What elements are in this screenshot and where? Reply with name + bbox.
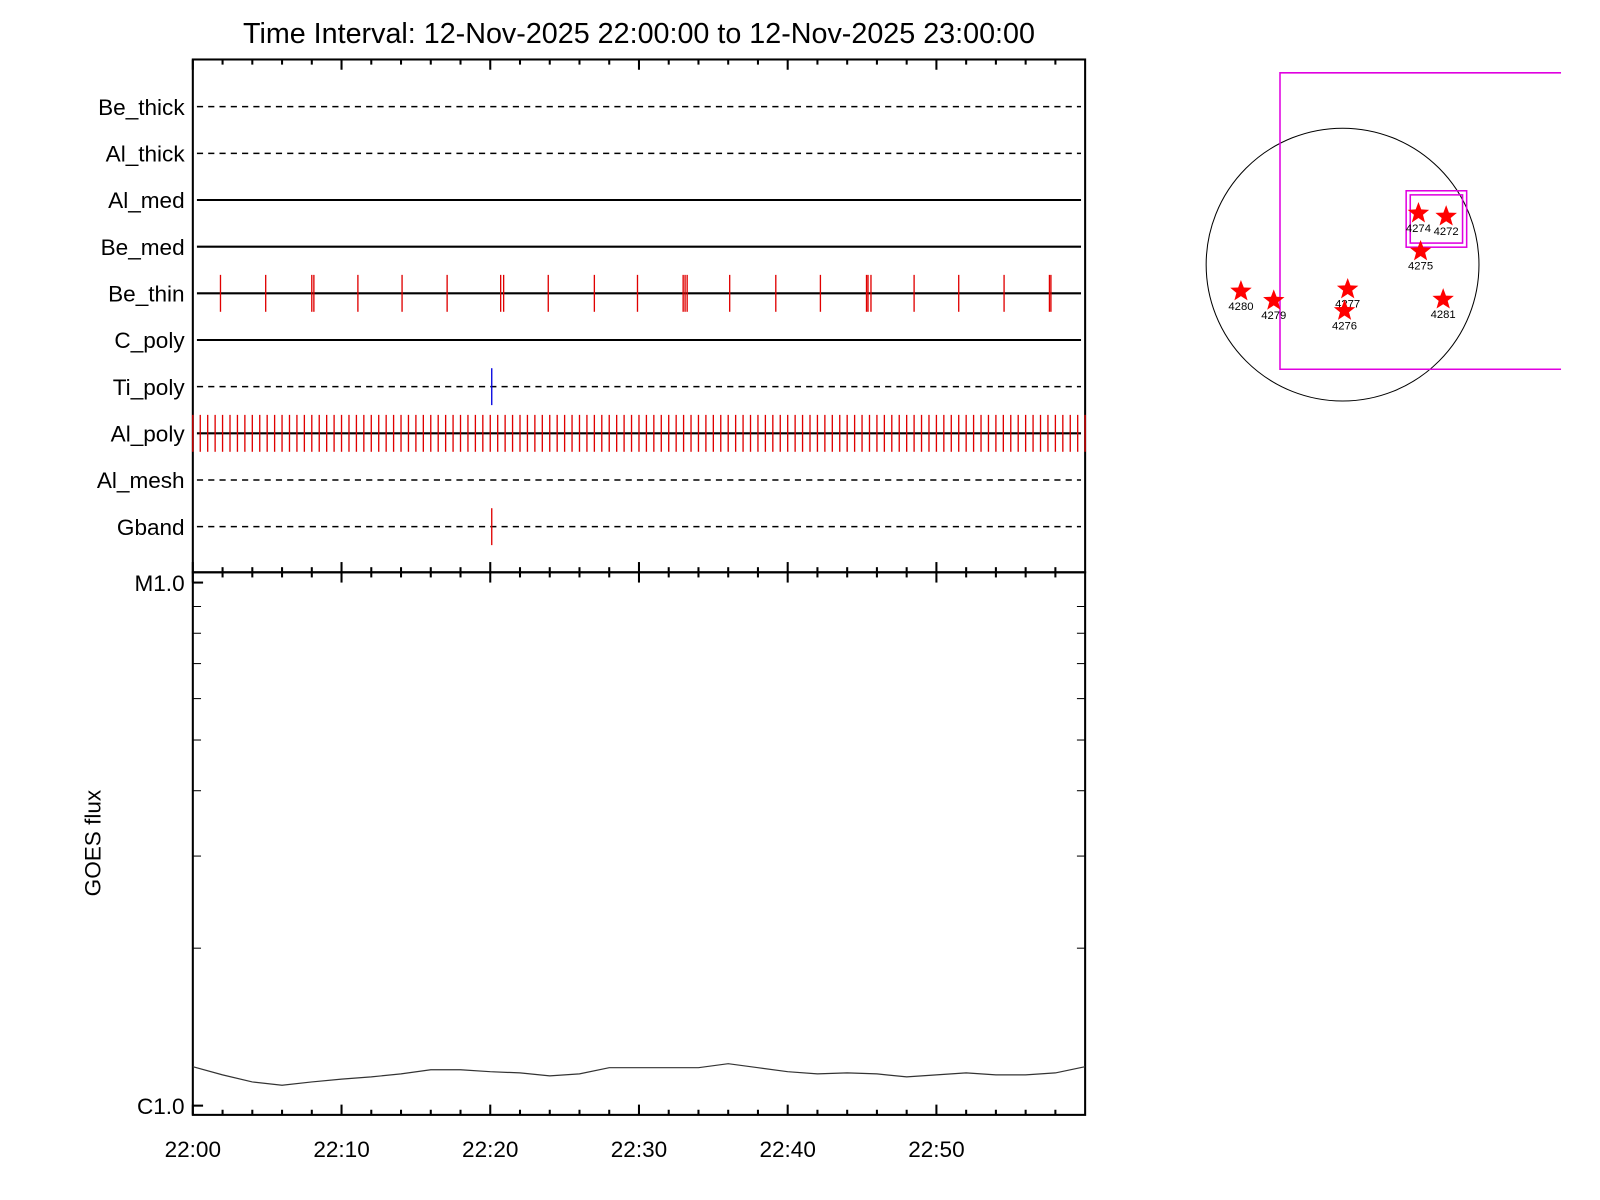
field-of-view [1279, 72, 1562, 370]
row-label: Be_med [101, 235, 185, 260]
row-label: Al_med [108, 188, 184, 213]
active-region [1407, 202, 1430, 223]
row-label: Al_poly [111, 422, 186, 447]
row-label: Al_thick [106, 142, 186, 167]
row-label: Be_thick [98, 95, 185, 120]
filter-panel-frame [191, 58, 1087, 574]
fov-box [1405, 189, 1468, 248]
x-tick-label: 22:40 [759, 1137, 815, 1162]
x-tick-label: 22:20 [462, 1137, 518, 1162]
solar-disk [1205, 127, 1480, 402]
region-label: 4274 [1406, 223, 1431, 235]
chart-title: Time Interval: 12-Nov-2025 22:00:00 to 1… [243, 18, 1035, 50]
y-tick-label: M1.0 [134, 571, 184, 596]
active-region [1432, 288, 1454, 309]
x-tick-label: 22:50 [908, 1137, 964, 1162]
x-tick-label: 22:30 [611, 1137, 667, 1162]
row-label: Ti_poly [113, 375, 186, 400]
fov-box-inner [1409, 194, 1464, 244]
row-label: C_poly [114, 328, 185, 353]
active-region [1336, 277, 1359, 299]
active-region [1230, 280, 1252, 301]
region-label: 4279 [1261, 310, 1286, 322]
row-label: Al_mesh [97, 468, 185, 493]
active-region [1333, 299, 1356, 320]
region-label: 4280 [1228, 301, 1253, 313]
x-tick-label: 22:00 [165, 1137, 221, 1162]
goes-line [192, 1063, 1086, 1086]
region-label: 4281 [1431, 309, 1456, 321]
x-tick-label: 22:10 [313, 1137, 369, 1162]
region-label: 4272 [1434, 226, 1459, 238]
active-region [1263, 289, 1285, 310]
goes-panel-frame [191, 571, 1087, 1116]
region-label: 4276 [1332, 320, 1357, 332]
row-label: Gband [117, 515, 185, 540]
y-tick-label: C1.0 [137, 1094, 185, 1119]
row-label: Be_thin [108, 282, 184, 307]
active-region [1435, 205, 1457, 226]
region-label: 4275 [1408, 261, 1433, 273]
active-region [1409, 240, 1432, 261]
y-axis-label: GOES flux [81, 789, 106, 896]
